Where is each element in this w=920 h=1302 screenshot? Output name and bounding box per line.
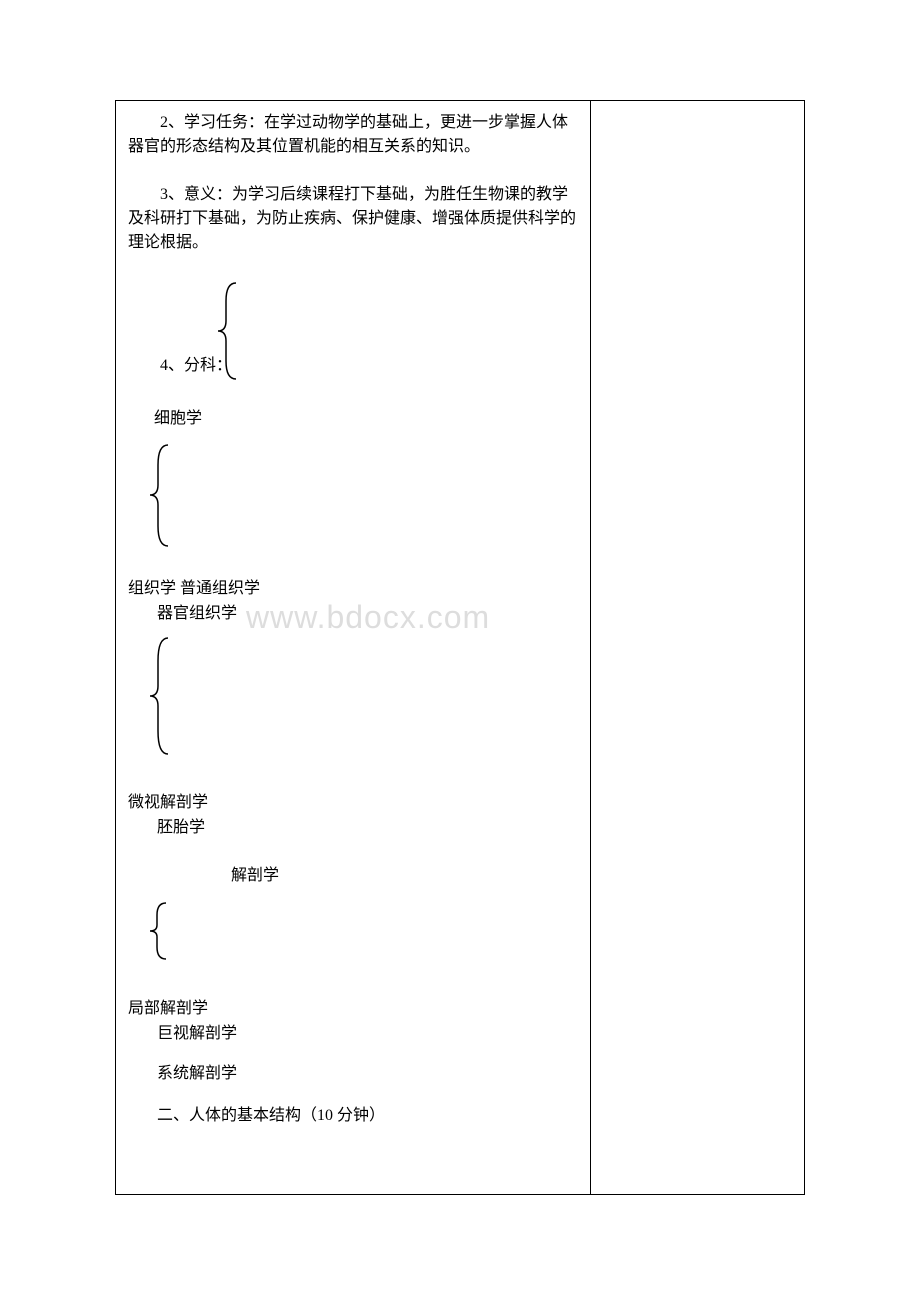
right-column — [591, 101, 804, 1194]
watermark-text: www.bdocx.com — [246, 599, 490, 636]
content-table: 2、学习任务：在学过动物学的基础上，更进一步掌握人体器官的形态结构及其位置机能的… — [115, 100, 805, 1195]
item-cytology: 细胞学 — [154, 404, 202, 428]
brace-icon — [148, 901, 174, 961]
brace-icon — [148, 443, 178, 548]
item-anatomy: 解剖学 — [231, 861, 279, 885]
item-system-anatomy: 系统解剖学 — [157, 1059, 237, 1083]
item-histology: 组织学 普通组织学 — [128, 574, 260, 598]
item-macro-anatomy: 巨视解剖学 — [157, 1019, 237, 1043]
paragraph-task: 2、学习任务：在学过动物学的基础上，更进一步掌握人体器官的形态结构及其位置机能的… — [116, 111, 590, 159]
item-embryology: 胚胎学 — [157, 813, 205, 837]
section-2-heading: 二、人体的基本结构（10 分钟） — [157, 1101, 385, 1125]
item-micro-anatomy: 微视解剖学 — [128, 788, 208, 812]
left-column: 2、学习任务：在学过动物学的基础上，更进一步掌握人体器官的形态结构及其位置机能的… — [116, 101, 591, 1194]
page-container: 2、学习任务：在学过动物学的基础上，更进一步掌握人体器官的形态结构及其位置机能的… — [0, 0, 920, 1302]
paragraph-meaning: 3、意义：为学习后续课程打下基础，为胜任生物课的教学及科研打下基础，为防止疾病、… — [116, 183, 590, 255]
brace-icon — [216, 281, 246, 381]
brace-icon — [148, 636, 178, 756]
item-local-anatomy: 局部解剖学 — [128, 994, 208, 1018]
item-organ-histology: 器官组织学 — [157, 599, 237, 623]
